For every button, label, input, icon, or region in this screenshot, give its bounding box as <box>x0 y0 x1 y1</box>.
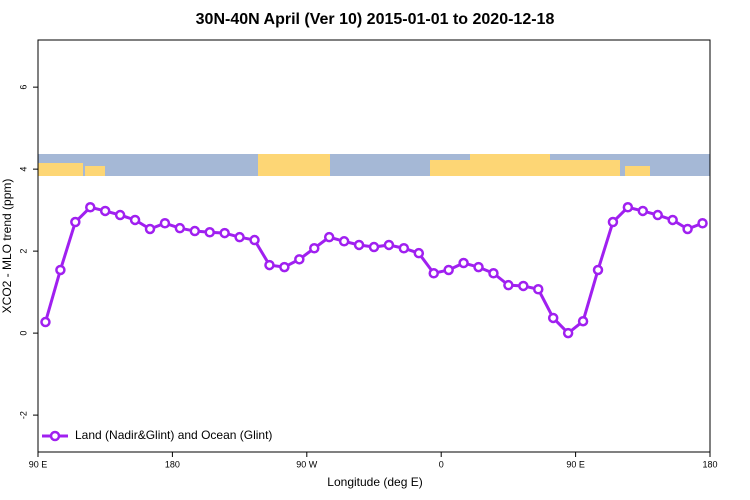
data-point <box>697 217 708 229</box>
map-strip <box>38 154 710 176</box>
y-axis-label: XCO2 - MLO trend (ppm) <box>0 179 14 314</box>
data-point <box>398 243 410 254</box>
data-point <box>204 227 215 238</box>
x-tick-label: 90 E <box>29 459 48 469</box>
data-point <box>85 202 96 213</box>
y-tick-label: 2 <box>18 249 28 254</box>
data-point <box>129 214 141 226</box>
data-point <box>458 257 469 269</box>
x-tick-label: 90 E <box>566 459 585 469</box>
data-point <box>234 231 245 243</box>
x-tick-label: 180 <box>702 459 717 469</box>
data-point <box>473 261 484 273</box>
data-point <box>40 316 51 328</box>
x-tick-label: 180 <box>165 459 180 469</box>
plot-frame <box>37 39 711 453</box>
data-point <box>488 268 499 279</box>
data-point <box>652 209 663 221</box>
data-point <box>70 216 81 228</box>
x-tick-label: 0 <box>439 459 444 469</box>
data-point <box>518 280 529 292</box>
data-point <box>413 247 425 259</box>
data-point <box>547 312 559 324</box>
data-point <box>249 234 260 246</box>
data-point <box>219 227 230 239</box>
legend-marker <box>49 430 61 442</box>
data-point <box>637 205 649 217</box>
data-point <box>159 217 171 229</box>
chart-title: 30N-40N April (Ver 10) 2015-01-01 to 202… <box>196 11 555 28</box>
data-point <box>533 283 544 295</box>
data-point <box>323 231 335 243</box>
data-point <box>503 279 514 291</box>
data-point <box>189 225 201 237</box>
data-point <box>309 243 320 254</box>
data-point <box>577 315 589 327</box>
data-point <box>682 223 693 235</box>
x-tick-label: 90 W <box>296 459 318 469</box>
data-point <box>607 216 619 228</box>
data-point <box>622 202 634 213</box>
legend-label: Land (Nadir&Glint) and Ocean (Glint) <box>75 428 272 442</box>
y-tick-label: -2 <box>18 411 28 419</box>
x-axis-label: Longitude (deg E) <box>327 475 422 489</box>
data-point <box>383 239 395 251</box>
y-tick-label: 4 <box>18 167 28 172</box>
data-point <box>144 223 156 235</box>
data-point <box>279 261 290 273</box>
y-tick-label: 6 <box>18 85 28 90</box>
data-point <box>667 214 678 226</box>
data-point <box>443 264 454 276</box>
data-point <box>174 222 186 234</box>
data-point <box>592 264 604 276</box>
data-point <box>428 268 439 279</box>
series-line <box>44 205 704 336</box>
data-point <box>99 205 111 217</box>
data-point <box>294 254 305 265</box>
data-point <box>562 327 574 339</box>
data-point <box>264 259 275 271</box>
data-point <box>353 239 365 251</box>
data-point <box>338 236 350 247</box>
y-tick-label: 0 <box>18 331 28 336</box>
data-point <box>55 264 66 276</box>
data-point <box>368 241 380 253</box>
data-point <box>114 209 126 221</box>
